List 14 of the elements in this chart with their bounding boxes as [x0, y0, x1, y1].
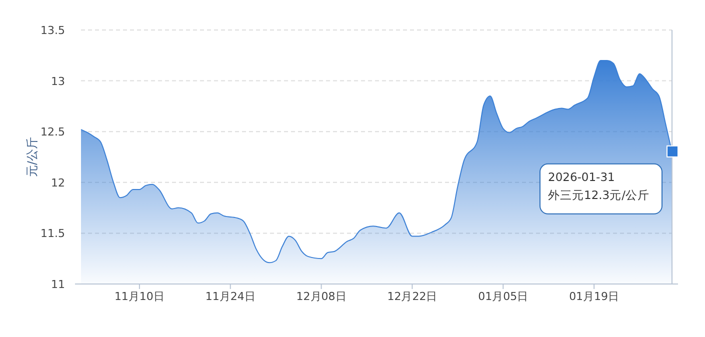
x-tick-label: 11月24日: [205, 290, 256, 303]
x-tick-label: 01月19日: [569, 290, 620, 303]
x-tick-label: 01月05日: [478, 290, 528, 303]
annotation: 2026-01-31 外三元12.3元/公斤: [548, 170, 650, 202]
y-axis-title: 元/公斤: [25, 136, 39, 178]
x-tick-label: 12月08日: [296, 290, 346, 303]
y-tick-label: 11: [51, 278, 65, 291]
y-tick-label: 13.5: [40, 24, 65, 37]
x-tick-label: 12月22日: [387, 290, 438, 303]
y-tick-label: 11.5: [40, 227, 65, 240]
y-tick-label: 13: [51, 74, 65, 88]
y-tick-label: 12.5: [40, 126, 65, 139]
y-tick-label: 12: [51, 176, 65, 190]
x-tick-label: 11月10日: [114, 290, 164, 303]
